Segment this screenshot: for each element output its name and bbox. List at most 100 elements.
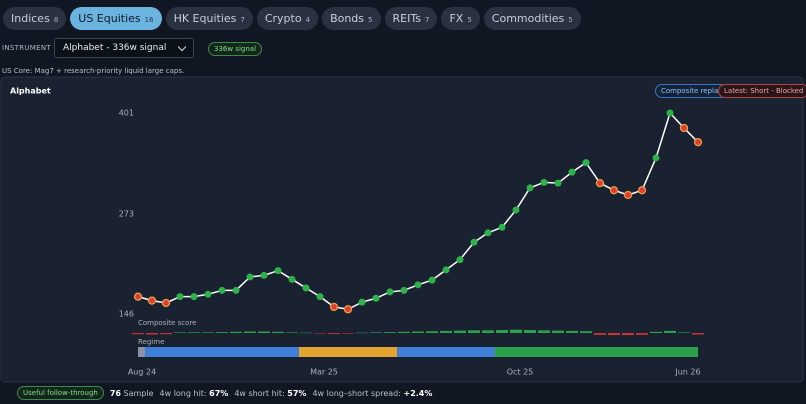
x-tick-label: Aug 24 bbox=[128, 368, 156, 377]
score-bar bbox=[524, 330, 536, 333]
signal-marker bbox=[232, 286, 240, 294]
score-bar bbox=[174, 332, 186, 333]
tab-label: REITs bbox=[392, 12, 421, 25]
tab[interactable]: REITs 7 bbox=[384, 7, 438, 30]
score-bar bbox=[580, 331, 592, 333]
signal-marker bbox=[204, 290, 212, 298]
score-bar bbox=[314, 333, 326, 334]
signal-marker bbox=[358, 298, 366, 306]
score-bar bbox=[622, 333, 634, 336]
regime-segment bbox=[397, 347, 495, 357]
stat-value: 67% bbox=[209, 388, 229, 398]
signal-marker bbox=[316, 293, 324, 301]
score-bar bbox=[328, 333, 340, 334]
tab-count: 7 bbox=[240, 16, 245, 24]
score-bar bbox=[258, 331, 270, 333]
score-bar bbox=[454, 330, 466, 333]
score-bar bbox=[272, 331, 284, 333]
score-bar bbox=[160, 333, 172, 335]
tab-label: Bonds bbox=[330, 12, 365, 25]
tab-count: 5 bbox=[368, 16, 373, 24]
score-bar bbox=[286, 332, 298, 333]
score-bar bbox=[566, 330, 578, 333]
x-tick-label: Mar 25 bbox=[310, 368, 338, 377]
score-bar bbox=[664, 330, 676, 333]
tab[interactable]: US Equities 16 bbox=[70, 7, 162, 30]
score-bar bbox=[482, 330, 494, 333]
tab[interactable]: Indices 8 bbox=[3, 7, 67, 30]
score-bar bbox=[440, 330, 452, 333]
signal-marker bbox=[693, 138, 703, 147]
score-bar bbox=[692, 333, 704, 335]
regime-segment bbox=[138, 347, 145, 357]
regime-segment bbox=[145, 347, 299, 357]
regime-segment bbox=[299, 347, 397, 357]
score-bar bbox=[370, 332, 382, 333]
instrument-select[interactable]: Alphabet - 336w signal bbox=[54, 38, 194, 58]
signal-marker bbox=[470, 238, 478, 246]
signal-marker bbox=[302, 284, 310, 292]
tab-label: US Equities bbox=[78, 12, 141, 25]
score-bar bbox=[202, 332, 214, 333]
stat: 76 Sample bbox=[110, 389, 154, 398]
score-bar bbox=[300, 332, 312, 334]
signal-marker bbox=[582, 159, 590, 167]
score-bar bbox=[356, 332, 368, 334]
panel-title: Alphabet bbox=[10, 87, 51, 96]
score-bar bbox=[188, 332, 200, 333]
score-bar bbox=[398, 331, 410, 333]
stat-value: 57% bbox=[287, 388, 307, 398]
signal-marker bbox=[652, 154, 660, 162]
score-bar bbox=[538, 330, 550, 333]
signal-marker bbox=[484, 229, 492, 237]
signal-marker bbox=[343, 305, 353, 314]
stat-label: Sample bbox=[123, 388, 154, 398]
stat-label: 4w long hit: bbox=[159, 388, 207, 398]
follow-badge: Useful follow-through bbox=[17, 386, 104, 400]
y-tick-label: 273 bbox=[119, 209, 134, 218]
tab-label: Commodities bbox=[491, 12, 565, 25]
panel bbox=[0, 76, 804, 383]
tab-bar: Indices 8 US Equities 16 HK Equities 7 Crypto 4… bbox=[3, 7, 581, 30]
stat-value: +2.4% bbox=[403, 388, 433, 398]
tab-label: Indices bbox=[11, 12, 50, 25]
signal-marker bbox=[540, 178, 548, 186]
stat-label: 4w long–short spread: bbox=[312, 388, 401, 398]
y-tick-label: 401 bbox=[119, 109, 134, 118]
score-bar bbox=[132, 333, 144, 335]
score-bar bbox=[216, 332, 228, 333]
y-tick-label: 146 bbox=[119, 310, 134, 319]
stat: 4w long–short spread: +2.4% bbox=[312, 389, 432, 398]
stat: 4w short hit: 57% bbox=[234, 389, 306, 398]
x-tick-label: Jun 26 bbox=[674, 368, 700, 377]
signal-marker bbox=[218, 286, 226, 294]
tab[interactable]: Bonds 5 bbox=[322, 7, 381, 30]
signal-marker bbox=[637, 186, 647, 195]
signal-marker bbox=[595, 179, 605, 188]
signal-marker bbox=[609, 186, 619, 195]
score-bar bbox=[496, 330, 508, 333]
tab-count: 8 bbox=[53, 16, 59, 24]
score-bar bbox=[468, 330, 480, 333]
tab-count: 5 bbox=[467, 16, 472, 24]
signal-marker bbox=[442, 266, 450, 274]
universe-note: US Core: Mag7 + research-priority liquid… bbox=[2, 67, 185, 75]
regime-label: Regime bbox=[138, 338, 164, 346]
signal-badge: 336w signal bbox=[208, 42, 263, 56]
tab-count: 4 bbox=[305, 16, 311, 24]
tab[interactable]: Crypto 4 bbox=[256, 7, 319, 30]
score-bar bbox=[244, 331, 256, 333]
tab[interactable]: HK Equities 7 bbox=[165, 7, 253, 30]
tab[interactable]: Commodities 5 bbox=[483, 7, 581, 30]
tab[interactable]: FX 5 bbox=[441, 7, 480, 30]
signal-marker bbox=[623, 190, 633, 200]
score-bar bbox=[636, 333, 648, 335]
score-bar bbox=[146, 333, 158, 335]
signal-marker bbox=[176, 293, 184, 301]
score-bar bbox=[230, 331, 242, 333]
signal-marker bbox=[386, 288, 394, 296]
stat-value: 76 bbox=[109, 388, 121, 398]
tab-count: 5 bbox=[568, 16, 573, 24]
signal-marker bbox=[414, 281, 422, 289]
stat: 4w long hit: 67% bbox=[160, 389, 229, 398]
